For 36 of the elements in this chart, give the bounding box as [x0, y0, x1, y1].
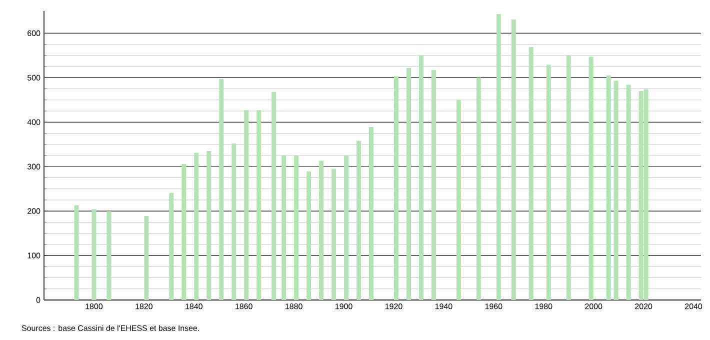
- bar: [456, 100, 461, 300]
- bar: [206, 151, 212, 300]
- bar: [546, 64, 551, 300]
- bar: [356, 140, 362, 300]
- bar: [144, 216, 149, 300]
- bar: [528, 47, 534, 300]
- bar: [106, 211, 112, 300]
- bar: [394, 76, 398, 300]
- bar: [194, 152, 199, 300]
- bar: [182, 164, 186, 300]
- bar: [256, 110, 262, 300]
- bar: [511, 19, 516, 300]
- bar: [431, 70, 436, 300]
- bar: [92, 209, 96, 300]
- bar: [319, 160, 324, 300]
- bar: [344, 156, 349, 300]
- bar: [626, 84, 631, 300]
- bar: [614, 80, 618, 300]
- bar: [369, 127, 374, 300]
- bar: [476, 78, 481, 300]
- bar: [588, 56, 594, 300]
- bar: [244, 110, 249, 300]
- bar: [332, 168, 336, 300]
- bar: [418, 55, 424, 300]
- bar: [566, 55, 571, 300]
- bar: [496, 14, 501, 300]
- bar: [606, 75, 611, 300]
- bar: [74, 205, 79, 300]
- bar: [232, 143, 236, 300]
- bar: [169, 192, 174, 300]
- bar: [272, 92, 276, 300]
- bar: [219, 79, 224, 300]
- bar: [406, 68, 411, 300]
- bar: [306, 172, 312, 300]
- bar: [282, 156, 286, 300]
- bar: [294, 156, 299, 300]
